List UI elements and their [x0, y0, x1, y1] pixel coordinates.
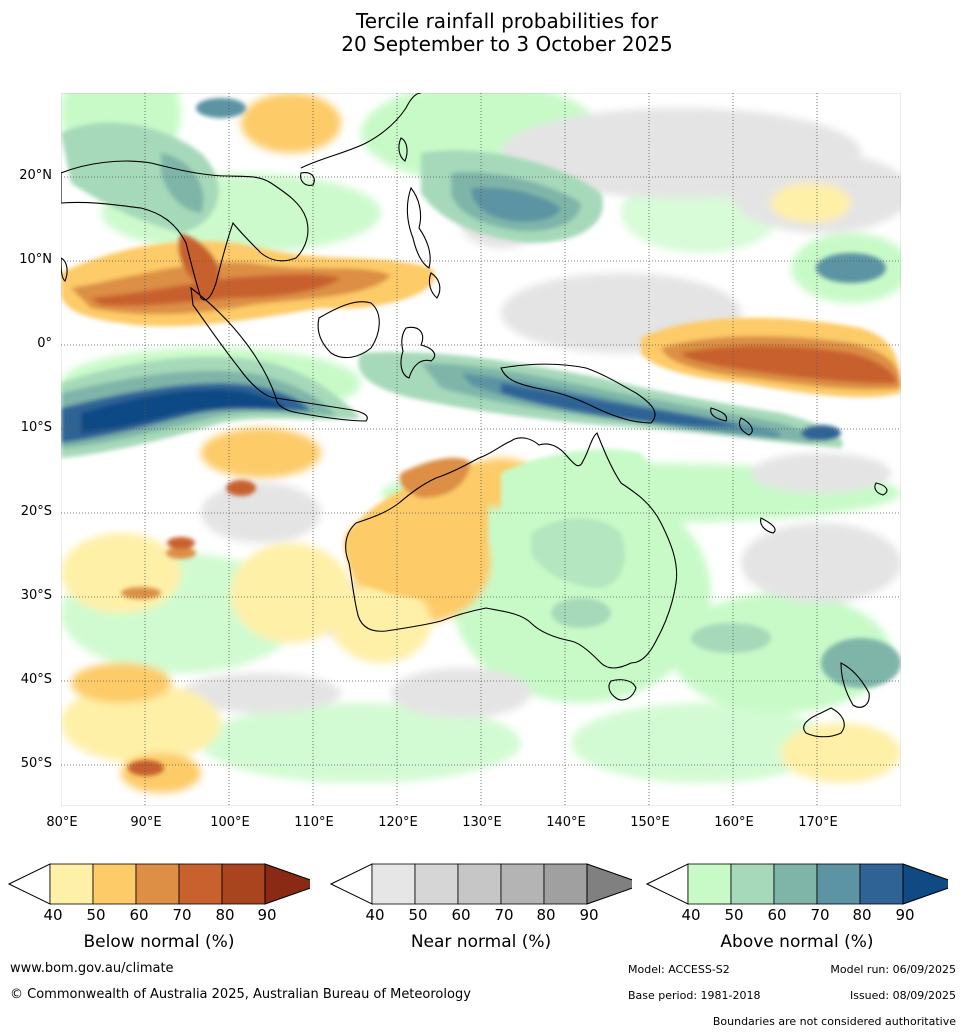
lon-label-90e: 90°E — [130, 815, 162, 830]
colorbar-swatch — [92, 863, 137, 905]
colorbar-under-arrow — [646, 863, 689, 905]
colorbar-swatch — [543, 863, 588, 905]
cbar-above-tick: 90 — [895, 906, 915, 924]
cbar-near-tick: 90 — [579, 906, 599, 924]
issued-date: Issued: 08/09/2025 — [849, 989, 956, 1002]
cbar-near-tick: 70 — [494, 906, 514, 924]
lon-label-110e: 110°E — [294, 815, 334, 830]
cbar-near-tick: 40 — [365, 906, 385, 924]
lon-label-150e: 150°E — [630, 815, 670, 830]
cbar-below-tick: 40 — [43, 906, 63, 924]
colorbar-swatch — [687, 863, 732, 905]
colorbar-swatch — [178, 863, 223, 905]
lat-label-10s: 10°S — [20, 420, 52, 435]
colorbar-under-arrow — [8, 863, 51, 905]
colorbar-swatch — [773, 863, 818, 905]
colorbar-below-title: Below normal (%) — [83, 932, 235, 952]
cbar-below-tick: 70 — [172, 906, 192, 924]
cbar-below-tick: 50 — [86, 906, 106, 924]
model-run: Model run: 06/09/2025 — [830, 963, 956, 976]
cbar-below-tick: 60 — [129, 906, 149, 924]
cbar-near-tick: 50 — [408, 906, 428, 924]
lon-label-120e: 120°E — [378, 815, 418, 830]
colorbar-swatch — [816, 863, 861, 905]
lon-label-140e: 140°E — [546, 815, 586, 830]
colorbar-swatch — [221, 863, 266, 905]
colorbar-swatch — [457, 863, 502, 905]
colorbar-near-normal — [330, 863, 632, 905]
title-line-1: Tercile rainfall probabilities for — [355, 9, 659, 33]
colorbar-swatch — [414, 863, 459, 905]
base-period: Base period: 1981-2018 — [628, 989, 761, 1002]
probability-map — [61, 93, 901, 806]
website-link[interactable]: www.bom.gov.au/climate — [10, 961, 174, 976]
cbar-near-tick: 60 — [451, 906, 471, 924]
cbar-above-tick: 40 — [681, 906, 701, 924]
title-line-2: 20 September to 3 October 2025 — [341, 32, 673, 56]
colorbar-above-normal — [646, 863, 948, 905]
colorbar-near-title: Near normal (%) — [410, 932, 552, 952]
cbar-below-tick: 90 — [257, 906, 277, 924]
colorbar-swatch — [135, 863, 180, 905]
model-name: Model: ACCESS-S2 — [628, 963, 730, 976]
colorbar-swatch — [500, 863, 545, 905]
colorbar-below-normal — [8, 863, 310, 905]
lon-label-160e: 160°E — [714, 815, 754, 830]
copyright: © Commonwealth of Australia 2025, Austra… — [10, 987, 471, 1002]
map-title: Tercile rainfall probabilities for 20 Se… — [0, 10, 965, 56]
cbar-above-tick: 60 — [767, 906, 787, 924]
lon-label-100e: 100°E — [210, 815, 250, 830]
cbar-above-tick: 80 — [852, 906, 872, 924]
cbar-near-tick: 80 — [536, 906, 556, 924]
colorbar-above-title: Above normal (%) — [720, 932, 874, 952]
lat-label-0: 0° — [37, 336, 52, 351]
graticule — [61, 93, 901, 806]
coastlines — [61, 93, 888, 738]
colorbar-swatch — [859, 863, 904, 905]
lon-label-80e: 80°E — [46, 815, 78, 830]
colorbar-over-arrow — [586, 863, 632, 905]
cbar-above-tick: 50 — [724, 906, 744, 924]
lon-label-170e: 170°E — [798, 815, 838, 830]
lat-label-20s: 20°S — [20, 504, 52, 519]
cbar-below-tick: 80 — [215, 906, 235, 924]
lon-label-130e: 130°E — [462, 815, 502, 830]
lat-label-50s: 50°S — [20, 756, 52, 771]
lat-label-30s: 30°S — [20, 588, 52, 603]
lat-label-40s: 40°S — [20, 672, 52, 687]
colorbar-under-arrow — [330, 863, 373, 905]
colorbar-over-arrow — [264, 863, 310, 905]
colorbar-swatch — [371, 863, 416, 905]
colorbar-over-arrow — [902, 863, 948, 905]
colorbar-swatch — [730, 863, 775, 905]
lat-label-10n: 10°N — [19, 252, 52, 267]
lat-label-20n: 20°N — [19, 168, 52, 183]
colorbar-swatch — [49, 863, 94, 905]
cbar-above-tick: 70 — [810, 906, 830, 924]
disclaimer: Boundaries are not considered authoritat… — [712, 1015, 956, 1028]
